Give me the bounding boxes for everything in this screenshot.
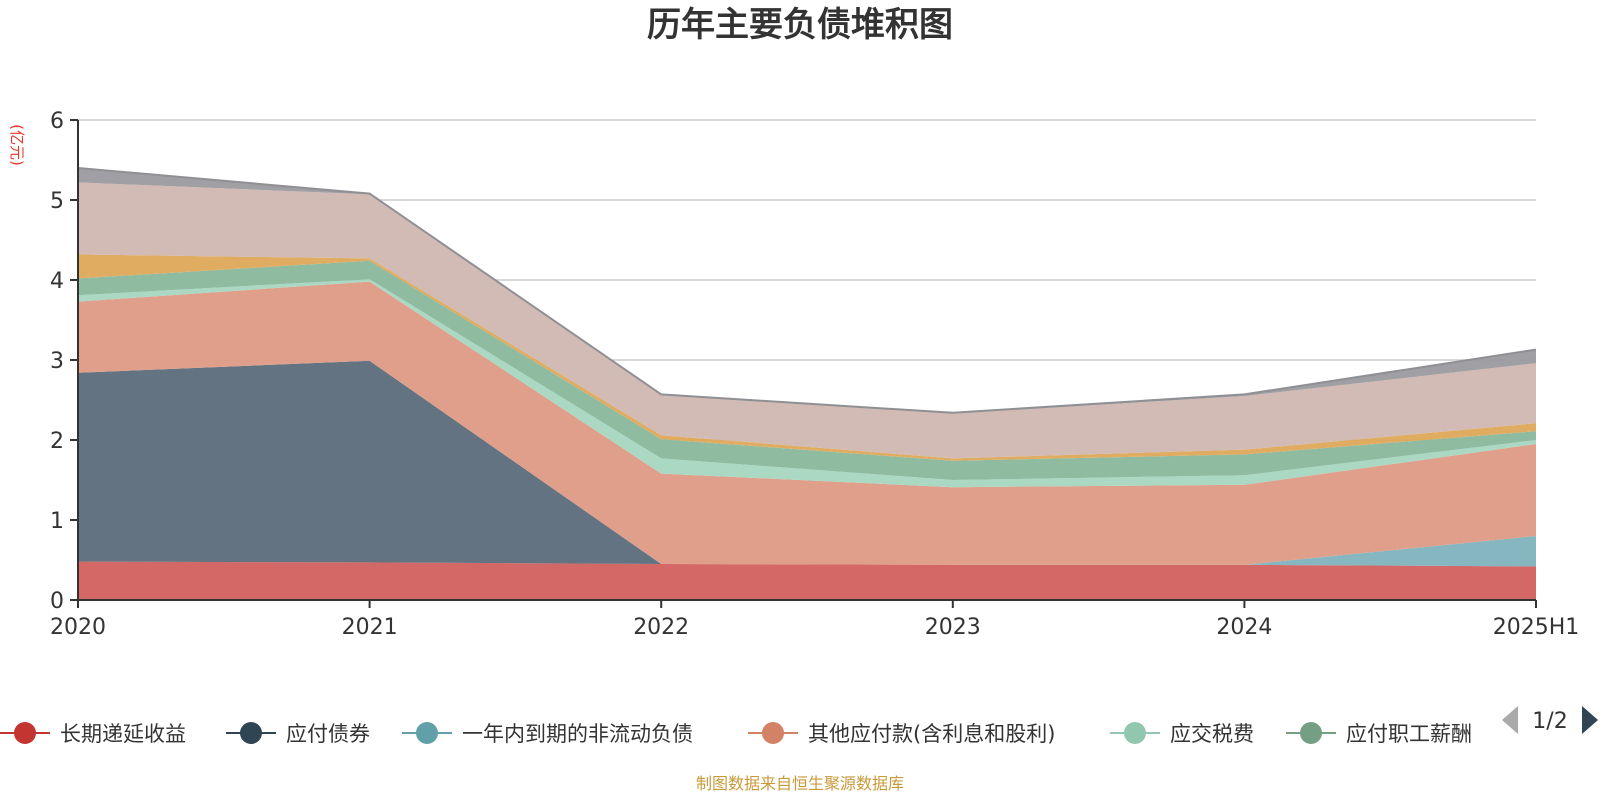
legend-marker-icon	[14, 722, 36, 744]
x-tick-label: 2021	[342, 615, 398, 640]
y-tick-label: 0	[50, 589, 64, 614]
area-8	[78, 182, 1536, 459]
legend-label: 应付职工薪酬	[1346, 722, 1472, 746]
legend-label: 其他应付款(含利息和股利)	[808, 722, 1055, 746]
data-source-note: 制图数据来自恒生聚源数据库	[696, 774, 904, 793]
legend: 长期递延收益 应付债券 一年内到期的非流动负债 其他应付款(含利息和股利) 应交税费 应付…	[0, 722, 1472, 746]
legend-items: 长期递延收益 应付债券 一年内到期的非流动负债 其他应付款(含利息和股利) 应交税费 应付…	[0, 722, 1472, 746]
y-tick-label: 5	[50, 189, 64, 214]
legend-marker-icon	[1124, 722, 1146, 744]
legend-item[interactable]: 长期递延收益	[0, 722, 186, 746]
legend-marker-icon	[762, 722, 784, 744]
y-tick-label: 6	[50, 109, 64, 134]
legend-pager: 1/2	[1502, 706, 1598, 734]
area-series	[77, 167, 1537, 600]
total-outline	[77, 167, 1537, 414]
area-7	[78, 254, 1536, 461]
y-tick-label: 2	[50, 429, 64, 454]
y-tick-label: 1	[50, 509, 64, 534]
legend-item[interactable]: 应交税费	[1110, 722, 1254, 746]
legend-item[interactable]: 其他应付款(含利息和股利)	[748, 722, 1055, 746]
x-tick-label: 2024	[1216, 615, 1272, 640]
legend-item[interactable]: 应付职工薪酬	[1286, 722, 1472, 746]
legend-marker-icon	[240, 722, 262, 744]
legend-label: 应交税费	[1170, 722, 1254, 746]
x-tick-label: 2025H1	[1493, 615, 1580, 640]
axes: 0 1 2 3 4 5 6 2020 2021 2022 2023 2024 2025H1	[50, 109, 1579, 640]
y-axis-unit: (亿元)	[8, 124, 26, 166]
legend-marker-icon	[1300, 722, 1322, 744]
y-tick-label: 4	[50, 269, 64, 294]
y-tick-label: 3	[50, 349, 64, 374]
legend-item[interactable]: 应付债券	[226, 722, 370, 746]
legend-page-indicator: 1/2	[1532, 709, 1567, 734]
legend-label: 一年内到期的非流动负债	[462, 722, 693, 746]
legend-item[interactable]: 一年内到期的非流动负债	[402, 722, 693, 746]
area-1	[78, 561, 1536, 600]
area-4	[78, 281, 1536, 565]
area-6	[78, 260, 1536, 480]
area-2	[78, 360, 1536, 567]
chart-title: 历年主要负债堆积图	[647, 5, 953, 45]
legend-prev-page-icon[interactable]	[1502, 706, 1518, 734]
legend-label: 应付债券	[286, 722, 370, 746]
legend-label: 长期递延收益	[60, 722, 186, 746]
legend-next-page-icon[interactable]	[1582, 706, 1598, 734]
x-tick-label: 2022	[633, 615, 689, 640]
legend-marker-icon	[416, 722, 438, 744]
x-tick-label: 2020	[50, 615, 106, 640]
x-tick-label: 2023	[925, 615, 981, 640]
